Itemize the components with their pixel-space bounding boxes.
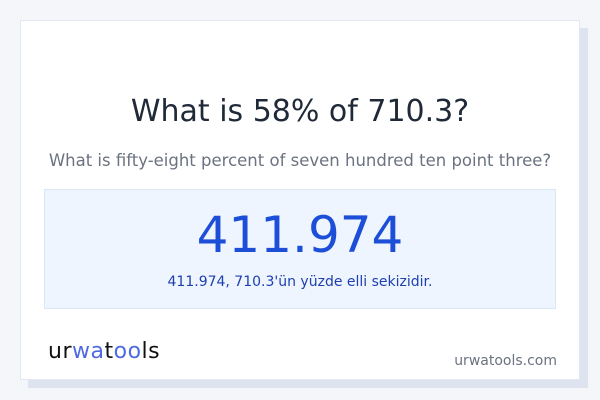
page-subtitle: What is fifty-eight percent of seven hun… bbox=[48, 151, 552, 170]
result-sentence: 411.974, 710.3'ün yüzde elli sekizidir. bbox=[167, 274, 433, 290]
site-url: urwatools.com bbox=[454, 353, 557, 369]
result-card: What is 58% of 710.3? What is fifty-eigh… bbox=[20, 20, 580, 380]
result-value: 411.974 bbox=[196, 206, 404, 264]
result-box: 411.974 411.974, 710.3'ün yüzde elli sek… bbox=[44, 189, 556, 309]
urwatools-logo: urwatools bbox=[48, 339, 161, 364]
page-title: What is 58% of 710.3? bbox=[130, 94, 470, 129]
